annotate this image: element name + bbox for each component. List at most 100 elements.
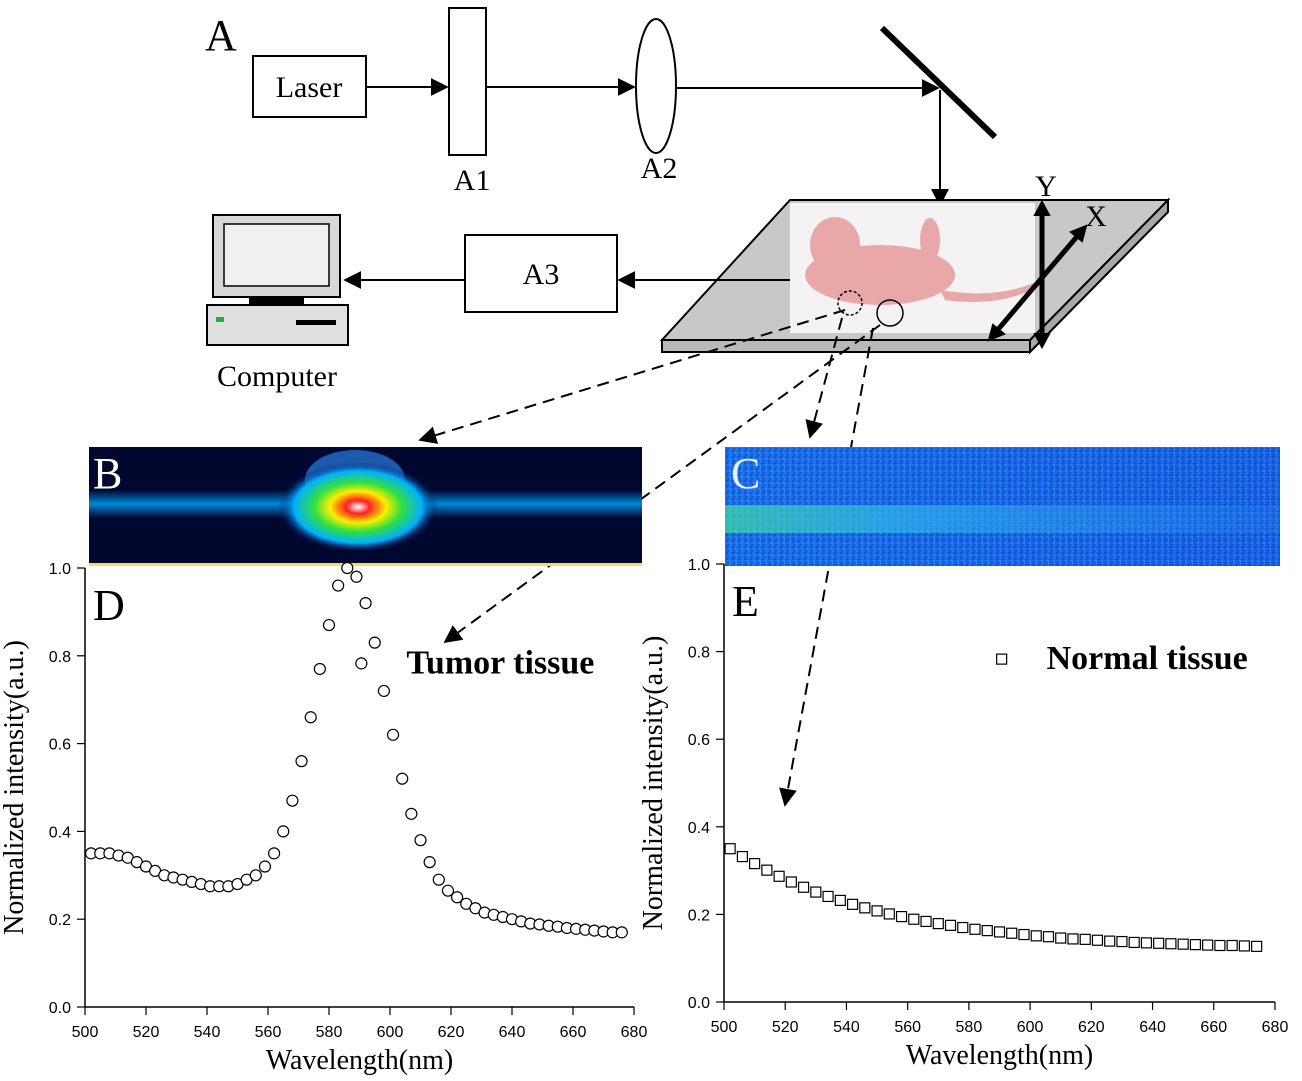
y-axis-title: Normalized intensity(a.u.) — [638, 636, 669, 931]
page: A Laser A1 A2 A3 Computer Y X B C 500520… — [0, 0, 1302, 1081]
data-point — [1141, 938, 1151, 948]
x-axis-title: Wavelength(nm) — [906, 1040, 1093, 1071]
data-point — [958, 923, 968, 933]
data-point — [388, 729, 399, 740]
data-point — [616, 927, 627, 938]
data-point — [1105, 936, 1115, 946]
x-tick-label: 680 — [621, 1024, 648, 1041]
data-point — [324, 620, 335, 631]
data-point — [424, 857, 435, 868]
axis-y-label: Y — [1035, 170, 1057, 203]
data-point — [725, 844, 735, 854]
data-point — [369, 637, 380, 648]
data-point — [737, 852, 747, 862]
data-point — [848, 899, 858, 909]
screen — [224, 224, 329, 286]
data-point — [259, 861, 270, 872]
legend-marker — [997, 654, 1007, 664]
y-tick-label: 0.8 — [49, 649, 71, 666]
y-tick-label: 1.0 — [49, 561, 71, 578]
data-point — [342, 563, 353, 574]
data-point — [1252, 941, 1262, 951]
data-point — [750, 859, 760, 869]
y-tick-label: 0.6 — [688, 732, 710, 749]
x-tick-label: 620 — [1078, 1019, 1105, 1036]
x-tick-label: 680 — [1262, 1019, 1289, 1036]
data-point — [909, 914, 919, 924]
charts: 5005205405605806006206406606800.00.20.40… — [0, 557, 1288, 1076]
a1-element — [449, 8, 486, 155]
dashed-arrow — [785, 328, 873, 805]
data-point — [296, 756, 307, 767]
mirror — [882, 28, 995, 137]
data-point — [278, 826, 289, 837]
a1-label: A1 — [454, 164, 491, 197]
data-point — [333, 580, 344, 591]
data-point — [433, 874, 444, 885]
data-point — [378, 685, 389, 696]
y-tick-label: 0.2 — [688, 907, 710, 924]
data-point — [406, 808, 417, 819]
x-tick-label: 520 — [772, 1019, 799, 1036]
data-point — [1178, 939, 1188, 949]
data-point — [921, 916, 931, 926]
data-point — [1203, 940, 1213, 950]
a2-lens — [636, 19, 676, 153]
legend-label: Tumor tissue — [406, 644, 594, 681]
legend-label: Normal tissue — [1047, 640, 1248, 677]
panel-label: D — [93, 581, 125, 630]
data-point — [1092, 935, 1102, 945]
x-tick-label: 540 — [194, 1024, 221, 1041]
data-point — [351, 571, 362, 582]
y-axis-title: Normalized intensity(a.u.) — [0, 640, 30, 935]
data-point — [774, 871, 784, 881]
panel-label: B — [93, 449, 122, 498]
data-point — [1117, 937, 1127, 947]
data-point — [397, 773, 408, 784]
data-point — [1056, 933, 1066, 943]
legend-marker — [356, 658, 367, 669]
data-point — [314, 663, 325, 674]
data-point — [1007, 928, 1017, 938]
x-tick-label: 580 — [956, 1019, 983, 1036]
computer-label: Computer — [217, 360, 337, 393]
figure: A Laser A1 A2 A3 Computer Y X B C 500520… — [0, 0, 1302, 1081]
panel-label: C — [731, 449, 760, 498]
data-point — [799, 882, 809, 892]
x-axis-title: Wavelength(nm) — [266, 1045, 453, 1076]
x-tick-label: 600 — [377, 1024, 404, 1041]
tumor-spectrum-image: B — [89, 447, 642, 566]
data-point — [970, 924, 980, 934]
x-tick-label: 660 — [1200, 1019, 1227, 1036]
data-point — [933, 919, 943, 929]
data-point — [884, 909, 894, 919]
y-tick-label: 1.0 — [688, 557, 710, 574]
x-tick-label: 500 — [711, 1019, 738, 1036]
data-point — [897, 912, 907, 922]
y-tick-label: 0.4 — [49, 824, 71, 841]
x-tick-label: 500 — [72, 1024, 99, 1041]
setup-diagram — [207, 8, 1168, 805]
panel-label: A — [205, 11, 237, 60]
data-point — [1227, 940, 1237, 950]
data-point — [1154, 938, 1164, 948]
image-band — [725, 505, 1280, 533]
y-tick-label: 0.8 — [688, 645, 710, 662]
data-point — [1031, 931, 1041, 941]
image-edge — [89, 563, 642, 566]
x-tick-label: 640 — [1139, 1019, 1166, 1036]
y-tick-label: 0.4 — [688, 820, 710, 837]
data-point — [1043, 932, 1053, 942]
data-point — [835, 895, 845, 905]
laser-label: Laser — [276, 71, 343, 104]
data-point — [762, 865, 772, 875]
data-point — [1166, 939, 1176, 949]
y-tick-label: 0.6 — [49, 737, 71, 754]
axis-x-label: X — [1085, 200, 1107, 233]
data-point — [995, 927, 1005, 937]
data-point — [1190, 940, 1200, 950]
data-point — [1215, 940, 1225, 950]
data-point — [415, 835, 426, 846]
data-point — [1068, 934, 1078, 944]
panel-label: E — [732, 577, 759, 626]
